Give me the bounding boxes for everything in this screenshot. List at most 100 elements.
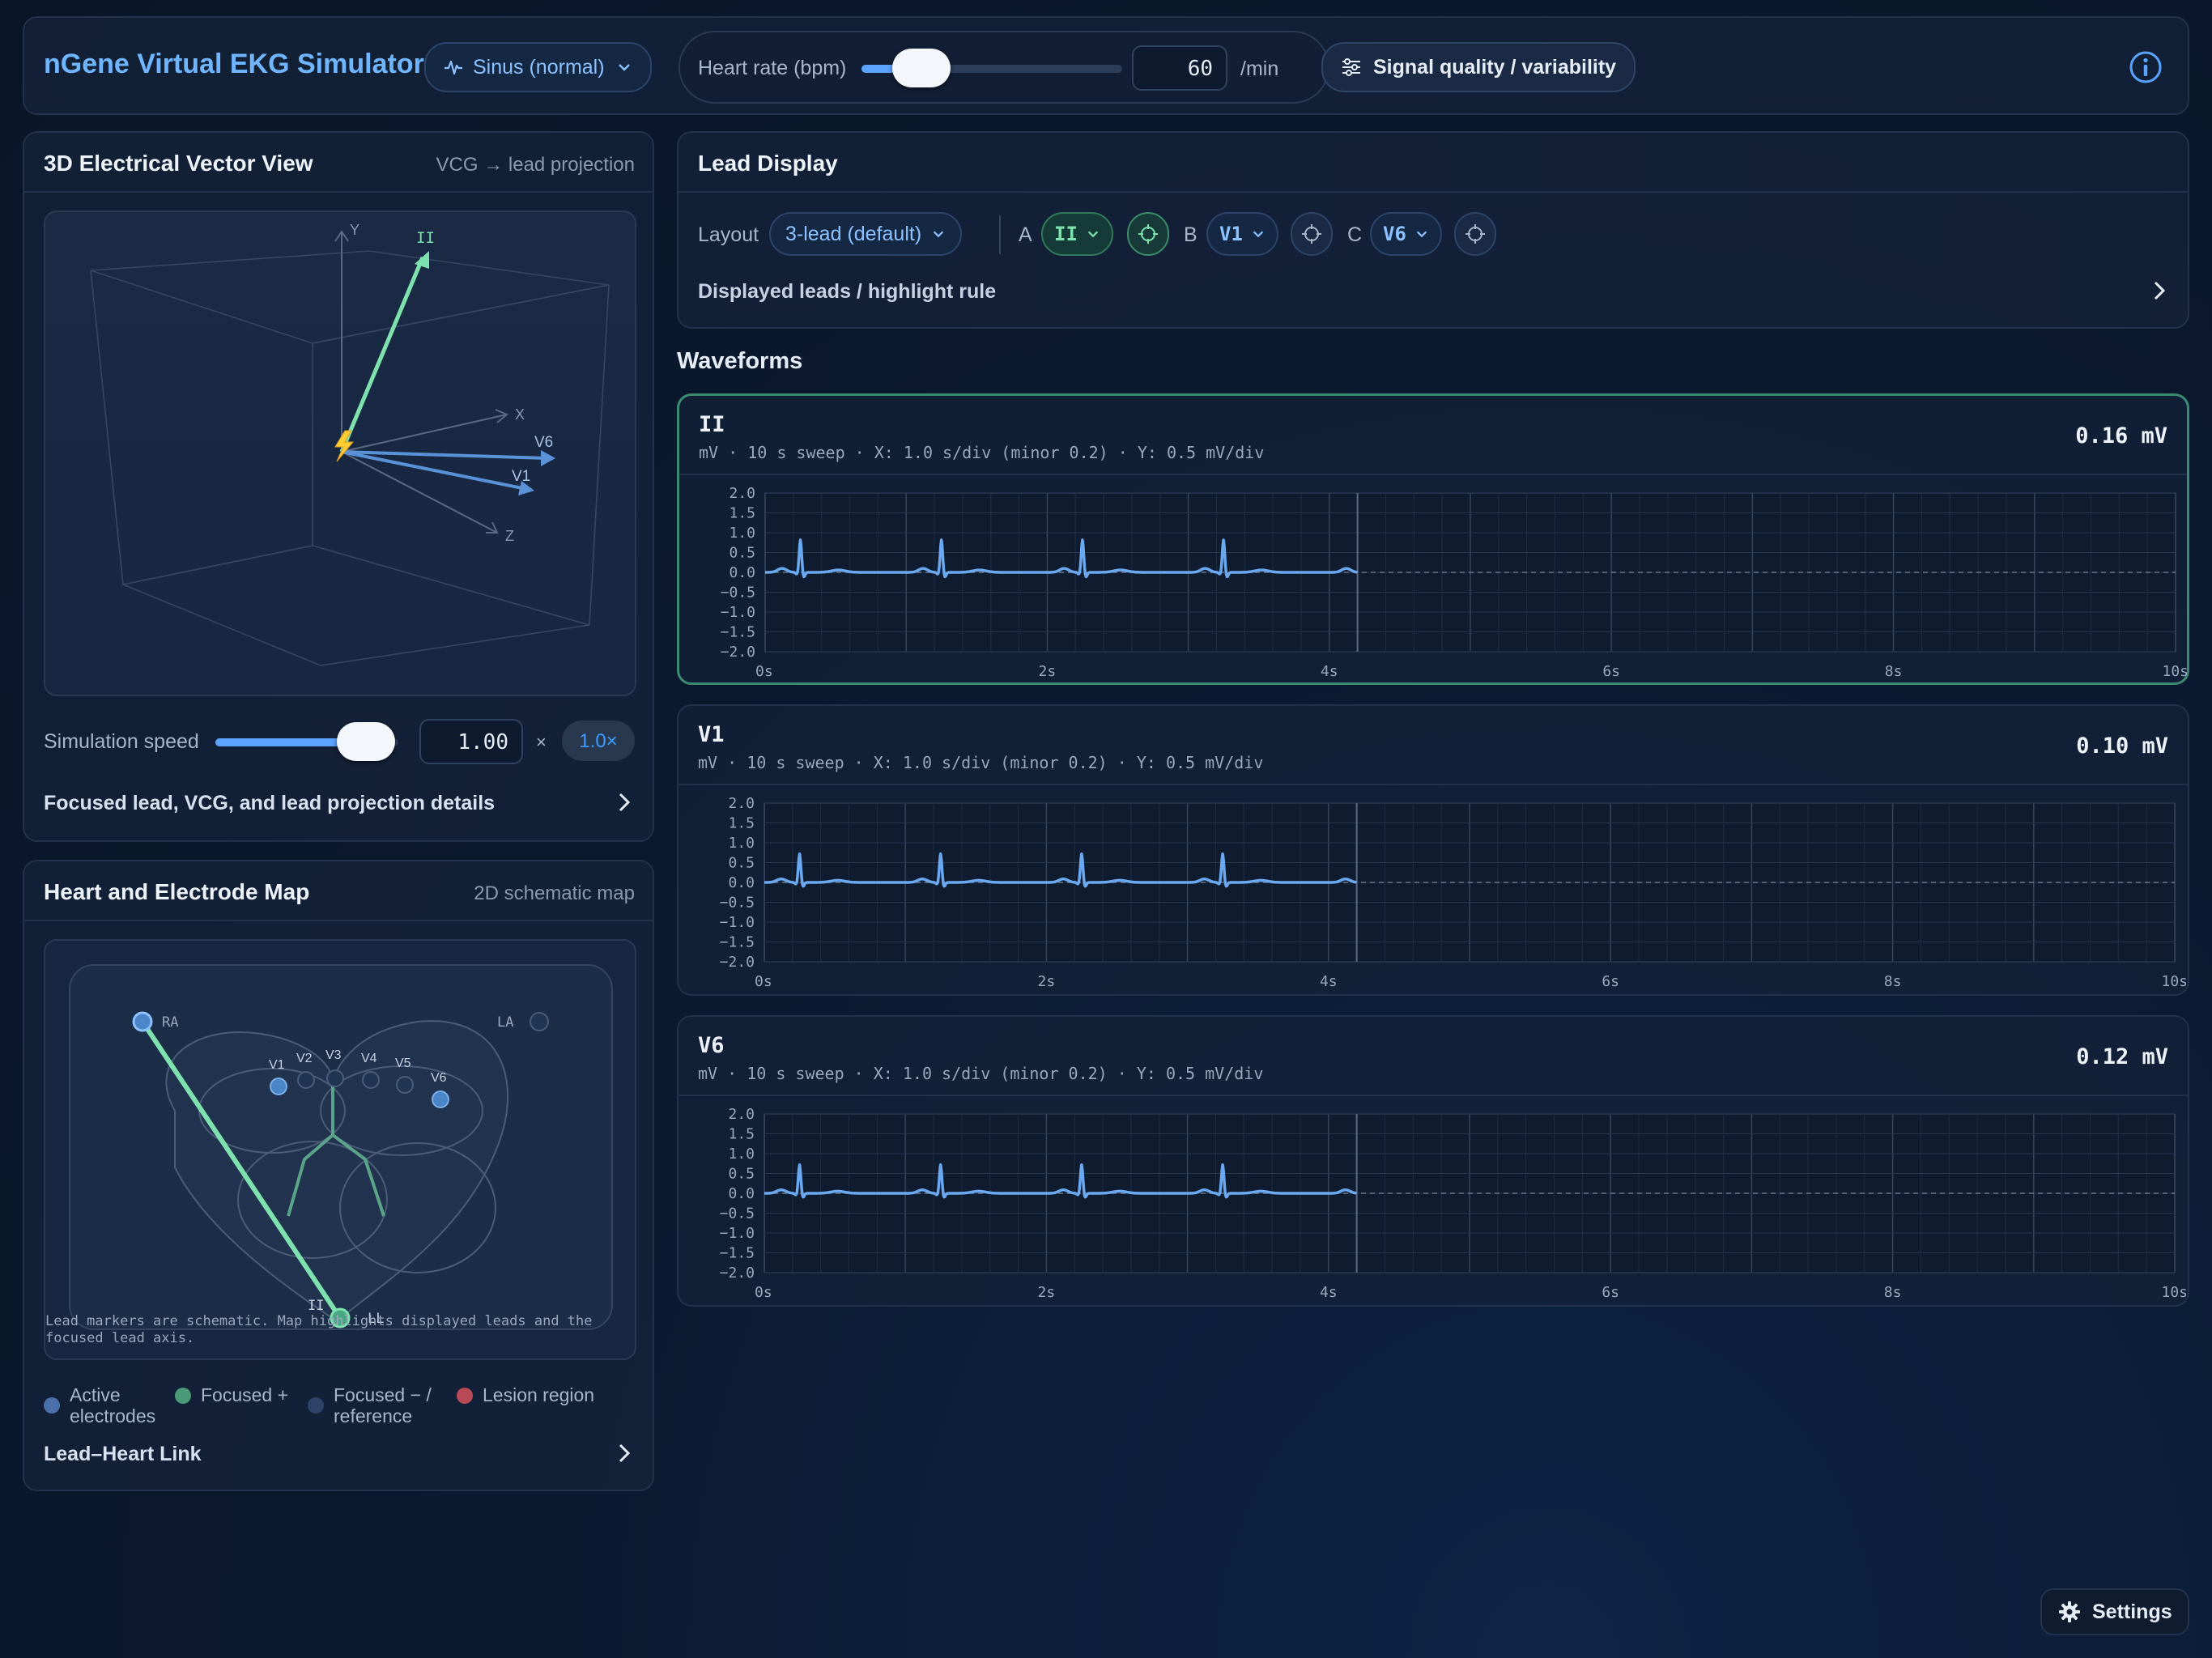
lead-heart-link[interactable]: Lead–Heart Link: [44, 1443, 202, 1466]
x-tick-label: 10s: [2161, 1284, 2188, 1301]
lead-display-title: Lead Display: [698, 151, 838, 176]
ekg-trace: [764, 538, 1359, 579]
y-tick-label: −1.0: [720, 1225, 755, 1242]
highlight-rule-link[interactable]: Displayed leads / highlight rule: [698, 280, 996, 304]
legend-focused-plus-dot: [175, 1387, 191, 1404]
vcg-3d-view[interactable]: Y X Z II V6 V1: [44, 210, 636, 696]
settings-button[interactable]: Settings: [2040, 1588, 2189, 1635]
rhythm-select[interactable]: Sinus (normal): [424, 42, 652, 92]
electrode-ra[interactable]: [132, 1011, 153, 1032]
x-tick-label: 4s: [1321, 663, 1338, 680]
info-icon[interactable]: [2128, 49, 2163, 85]
signal-quality-button[interactable]: Signal quality / variability: [1321, 42, 1636, 92]
lead-display-header: Lead Display: [678, 133, 2188, 193]
vcg-vector-ii: [339, 251, 429, 453]
speed-input[interactable]: 1.00: [419, 719, 523, 764]
electrode-ll[interactable]: [330, 1307, 351, 1329]
y-tick-label: 2.0: [728, 795, 755, 812]
x-tick-label: 6s: [1602, 973, 1619, 990]
chevron-right-icon[interactable]: [614, 1441, 635, 1465]
waveform-lead-name: II: [699, 412, 725, 437]
legend-active: Active electrodes: [44, 1384, 167, 1426]
y-tick-label: 2.0: [729, 485, 755, 502]
legend-focused-plus-label: Focused +: [201, 1384, 289, 1405]
heart-rate-slider[interactable]: [861, 49, 1122, 87]
electrode-v6[interactable]: [432, 1090, 449, 1108]
speed-slider[interactable]: [215, 722, 398, 761]
vcg-vector-v1: [341, 450, 534, 495]
chevron-right-icon[interactable]: [2149, 278, 2170, 303]
legend-focused-plus: Focused +: [175, 1384, 288, 1406]
heart-electrode-map[interactable]: RA LA LL II V1 V2 V3 V4 V5 V6 Lead marke…: [44, 939, 636, 1360]
layout-label: Layout: [698, 223, 759, 246]
x-tick-label: 4s: [1320, 973, 1338, 990]
conduction-pathway: [287, 1086, 385, 1217]
x-tick-label: 2s: [1038, 1284, 1056, 1301]
vcg-vector-v6: [341, 450, 555, 466]
slot-c-select[interactable]: V6: [1370, 212, 1442, 256]
electrode-v4-label: V4: [361, 1052, 377, 1065]
focused-lead-axis: [140, 1020, 342, 1320]
legend-focused-minus-dot: [308, 1397, 324, 1414]
vcg-details-link[interactable]: Focused lead, VCG, and lead projection d…: [44, 792, 495, 815]
electrode-la[interactable]: [530, 1012, 549, 1031]
speed-badge[interactable]: 1.0×: [562, 721, 635, 761]
y-tick-label: 1.5: [728, 1126, 755, 1143]
electrode-v1-label: V1: [269, 1058, 285, 1072]
x-tick-label: 4s: [1320, 1284, 1338, 1301]
vcg-vector-v6-label: V6: [534, 434, 553, 451]
slot-c-lead: V6: [1383, 223, 1406, 245]
divider: [999, 215, 1001, 254]
y-tick-label: −1.5: [720, 934, 755, 951]
chevron-down-icon: [1414, 227, 1429, 241]
slot-b-focus-button[interactable]: [1291, 212, 1333, 256]
slot-b-letter: B: [1184, 223, 1197, 246]
y-tick-label: 0.0: [729, 564, 755, 581]
y-tick-label: 1.5: [728, 815, 755, 832]
waveform-card-v1[interactable]: V1 mV · 10 s sweep · X: 1.0 s/div (minor…: [677, 704, 2189, 996]
map-panel-header: Heart and Electrode Map 2D schematic map: [24, 861, 653, 921]
waveform-meta: mV · 10 s sweep · X: 1.0 s/div (minor 0.…: [698, 753, 1264, 772]
electrode-v1[interactable]: [270, 1078, 287, 1095]
slot-b-lead: V1: [1219, 223, 1243, 245]
vcg-axes: [334, 230, 508, 534]
electrode-v5[interactable]: [396, 1076, 414, 1094]
layout-select[interactable]: 3-lead (default): [769, 212, 963, 256]
electrode-v3[interactable]: [326, 1069, 344, 1087]
slot-a-letter: A: [1019, 223, 1032, 246]
chevron-down-icon: [1086, 227, 1100, 241]
waveform-card-ii[interactable]: II mV · 10 s sweep · X: 1.0 s/div (minor…: [677, 393, 2189, 685]
slot-b-select[interactable]: V1: [1206, 212, 1278, 256]
x-tick-label: 10s: [2162, 663, 2189, 680]
slot-a-focus-button[interactable]: [1127, 212, 1169, 256]
legend-focused-minus-label: Focused − / reference: [334, 1384, 432, 1426]
x-tick-label: 6s: [1602, 663, 1620, 680]
signal-quality-label: Signal quality / variability: [1373, 55, 1617, 79]
slot-a-lead: II: [1054, 223, 1078, 245]
electrode-ll-label: LL: [368, 1311, 384, 1327]
map-panel-subtitle: 2D schematic map: [474, 882, 635, 904]
electrode-v4[interactable]: [362, 1071, 380, 1089]
x-tick-label: 2s: [1038, 973, 1056, 990]
lead-heart-link-label: Lead–Heart Link: [44, 1443, 202, 1465]
heart-rate-unit: /min: [1240, 57, 1279, 80]
heart-rate-slider-fill: [861, 65, 917, 73]
heart-rate-slider-thumb[interactable]: [891, 49, 951, 87]
ekg-trace: [764, 1163, 1358, 1199]
top-bar: nGene Virtual EKG Simulator Sinus (norma…: [23, 16, 2189, 115]
slot-a-select[interactable]: II: [1041, 212, 1113, 256]
waveform-card-v6[interactable]: V6 mV · 10 s sweep · X: 1.0 s/div (minor…: [677, 1015, 2189, 1307]
electrode-v2[interactable]: [297, 1071, 315, 1089]
y-tick-label: 1.0: [729, 525, 755, 542]
waveform-meta: mV · 10 s sweep · X: 1.0 s/div (minor 0.…: [699, 443, 1265, 462]
y-tick-label: 0.0: [728, 1185, 755, 1202]
heart-rate-input[interactable]: 60: [1132, 45, 1227, 91]
speed-multiplier-sign: ×: [536, 732, 547, 752]
waveform-plot-v1: 2.0 1.5 1.0 0.5 0.0 −0.5 −1.0 −1.5 −2.00s 2s 4s 6s 8…: [720, 795, 2188, 990]
speed-slider-thumb[interactable]: [337, 722, 396, 761]
waveform-meta: mV · 10 s sweep · X: 1.0 s/div (minor 0.…: [698, 1064, 1264, 1083]
slot-c-focus-button[interactable]: [1454, 212, 1496, 256]
divider: [678, 1095, 2188, 1096]
electrode-v5-label: V5: [395, 1056, 411, 1070]
chevron-right-icon[interactable]: [614, 790, 635, 814]
